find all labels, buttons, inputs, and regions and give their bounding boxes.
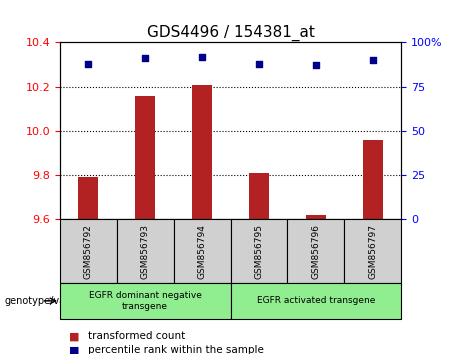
Point — [369, 57, 376, 63]
Point — [255, 61, 263, 67]
Point — [142, 56, 149, 61]
Text: GSM856797: GSM856797 — [368, 224, 377, 279]
Bar — [306, 215, 326, 219]
Text: transformed count: transformed count — [88, 331, 185, 341]
Bar — [363, 140, 383, 219]
Bar — [135, 96, 155, 219]
Text: ■: ■ — [69, 331, 80, 341]
Text: EGFR dominant negative
transgene: EGFR dominant negative transgene — [89, 291, 201, 310]
Text: ■: ■ — [69, 346, 80, 354]
Bar — [249, 173, 269, 219]
Point — [198, 54, 206, 59]
Text: GSM856792: GSM856792 — [84, 224, 93, 279]
Bar — [192, 85, 212, 219]
Text: genotype/variation: genotype/variation — [5, 296, 97, 306]
Point — [312, 63, 319, 68]
Point — [85, 61, 92, 67]
Text: GSM856795: GSM856795 — [254, 224, 263, 279]
Text: GSM856793: GSM856793 — [141, 224, 150, 279]
Title: GDS4496 / 154381_at: GDS4496 / 154381_at — [147, 25, 314, 41]
Text: percentile rank within the sample: percentile rank within the sample — [88, 346, 264, 354]
Text: EGFR activated transgene: EGFR activated transgene — [257, 296, 375, 306]
Text: GSM856794: GSM856794 — [198, 224, 207, 279]
Bar — [78, 177, 98, 219]
Text: GSM856796: GSM856796 — [311, 224, 320, 279]
